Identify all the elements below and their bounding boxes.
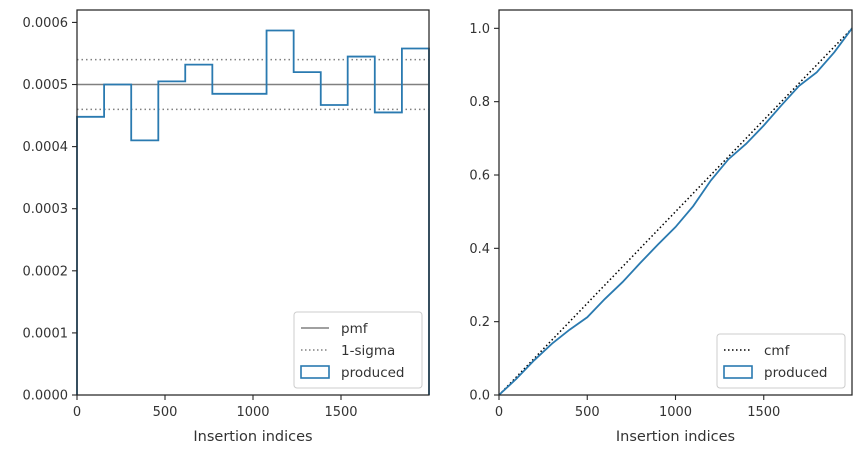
x-tick-label: 500: [575, 405, 600, 420]
chart-panel-1: 0 500 1000 1500 0.0000 0.0001 0.0002 0.0003 0.00…: [23, 9, 430, 445]
x-tick-label: 0: [495, 405, 503, 420]
y-tick-label: 0.0006: [23, 16, 69, 31]
legend-swatch-produced: [723, 365, 753, 379]
y-tick-label: 0.6: [469, 169, 490, 184]
legend-label-produced: produced: [764, 365, 828, 381]
legend-label-pmf: pmf: [341, 321, 369, 337]
y-tick-label: 0.0004: [23, 140, 69, 155]
y-tick-label: 0.0: [469, 389, 490, 404]
legend-label-cmf: cmf: [764, 343, 791, 359]
series-cmf-line: [498, 27, 853, 396]
chart-panel-2: 0 500 1000 1500 0.0 0.2 0.4 0.6 0.8 1.0 Insertion …: [469, 9, 853, 445]
legend: cmf produced: [716, 333, 846, 389]
series-produced-line: [76, 29, 430, 395]
x-tick-label: 0: [73, 405, 81, 420]
y-tick-label: 1.0: [469, 22, 490, 37]
y-tick-label: 0.0003: [23, 202, 69, 217]
x-tick-label: 1000: [659, 405, 692, 420]
legend-box: [716, 333, 846, 389]
legend: pmf 1-sigma produced: [293, 311, 423, 389]
legend-swatch-produced: [300, 365, 330, 379]
x-tick-label: 500: [153, 405, 178, 420]
x-tick-label: 1500: [747, 405, 780, 420]
legend-label-produced: produced: [341, 365, 405, 381]
y-tick-label: 0.4: [469, 242, 490, 257]
x-tick-label: 1000: [236, 405, 269, 420]
legend-box: [293, 311, 423, 389]
y-tick-label: 0.8: [469, 95, 490, 110]
series-produced-line: [498, 27, 853, 396]
x-axis-label: Insertion indices: [193, 429, 312, 445]
y-tick-label: 0.0005: [23, 78, 69, 93]
y-tick-label: 0.2: [469, 315, 490, 330]
x-tick-label: 1500: [324, 405, 357, 420]
y-tick-label: 0.0002: [23, 264, 69, 279]
x-axis-label: Insertion indices: [616, 429, 735, 445]
y-tick-label: 0.0000: [23, 389, 69, 404]
legend-label-1-sigma: 1-sigma: [341, 343, 395, 359]
y-tick-label: 0.0001: [23, 326, 69, 341]
